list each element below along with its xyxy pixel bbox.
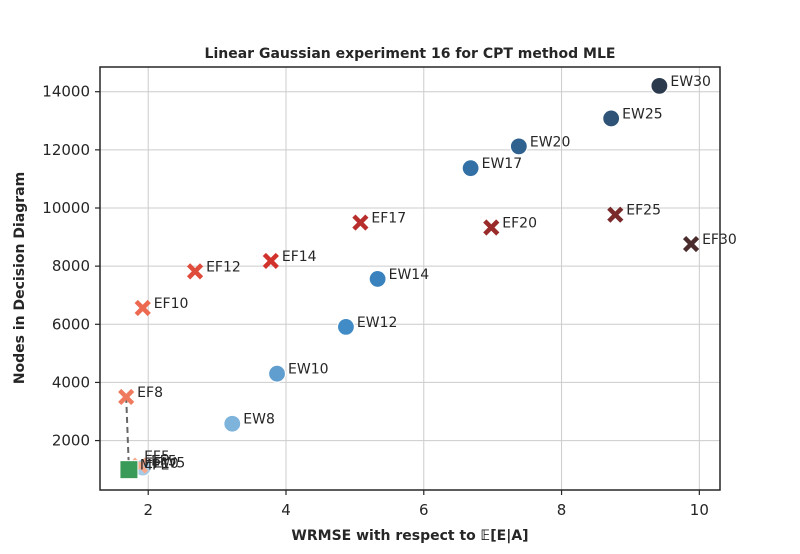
point-mpe [119, 460, 139, 480]
point-ew14 [368, 269, 387, 289]
point-ef14 [262, 252, 279, 270]
label-ew25: EW25 [622, 106, 663, 122]
marker-layer [118, 76, 700, 480]
label-ef20: EF20 [502, 215, 537, 231]
x-tick-label: 6 [419, 501, 429, 519]
point-ef20 [483, 219, 500, 236]
label-ef25: EF25 [626, 203, 661, 219]
x-axis-title: WRMSE with respect to 𝔼[E|A] [291, 528, 528, 544]
x-tick-label: 2 [143, 501, 153, 519]
chart-title: Linear Gaussian experiment 16 for CPT me… [205, 46, 616, 62]
label-ew30: EW30 [670, 74, 711, 90]
point-ef8 [118, 388, 135, 406]
x-tick-label: 10 [690, 501, 709, 519]
point-ew12 [336, 317, 356, 337]
label-ew17: EW17 [482, 156, 523, 172]
label-ef12: EF12 [206, 259, 241, 275]
label-ew5: EW5 [154, 456, 186, 472]
point-ew30 [650, 76, 669, 95]
label-ef17: EF17 [371, 211, 406, 227]
line-layer [125, 396, 130, 470]
point-ew10 [267, 364, 287, 383]
label-ew10: EW10 [288, 362, 329, 378]
label-ef10: EF10 [154, 296, 189, 312]
y-tick-label: 2000 [52, 432, 90, 450]
y-tick-label: 8000 [52, 257, 90, 275]
point-ew25 [602, 109, 621, 128]
label-ef14: EF14 [282, 249, 317, 265]
y-tick-label: 6000 [52, 315, 90, 333]
grid-layer [100, 67, 720, 490]
y-tick-label: 10000 [42, 199, 90, 217]
label-layer: EW30EW25EW20EW17EW14EW12EW10EW8EW5EF30EF… [137, 74, 737, 474]
point-ew17 [461, 159, 480, 178]
y-tick-label: 4000 [52, 373, 90, 391]
plot-frame [99, 66, 721, 491]
point-ef25 [607, 206, 624, 223]
point-ef10 [134, 299, 151, 317]
label-mpe: MPE [140, 458, 169, 474]
label-ew12: EW12 [357, 315, 398, 331]
tick-layer: 2 4 6 8 10 2000 4000 6000 8000 10000 12000 14000 [42, 83, 709, 519]
x-tick-label: 4 [281, 501, 291, 519]
y-tick-label: 14000 [42, 83, 90, 101]
x-tick-label: 8 [557, 501, 567, 519]
label-ef8: EF8 [137, 385, 163, 401]
point-ew20 [509, 137, 528, 156]
point-ew8 [223, 414, 242, 433]
dashed-connector [125, 396, 130, 470]
label-ef5-extra: EF5 [144, 449, 170, 465]
point-ef12 [186, 263, 204, 280]
y-axis-title: Nodes in Decision Diagram [12, 172, 28, 384]
label-ef5: EF5 [151, 454, 177, 470]
y-tick-label: 12000 [42, 141, 90, 159]
label-ew14: EW14 [389, 267, 430, 283]
point-ef30 [682, 235, 700, 253]
point-ef17 [352, 214, 369, 231]
label-ef10-extra: EF10 [144, 456, 179, 472]
label-ew8: EW8 [243, 412, 275, 428]
label-ew20: EW20 [530, 134, 571, 150]
